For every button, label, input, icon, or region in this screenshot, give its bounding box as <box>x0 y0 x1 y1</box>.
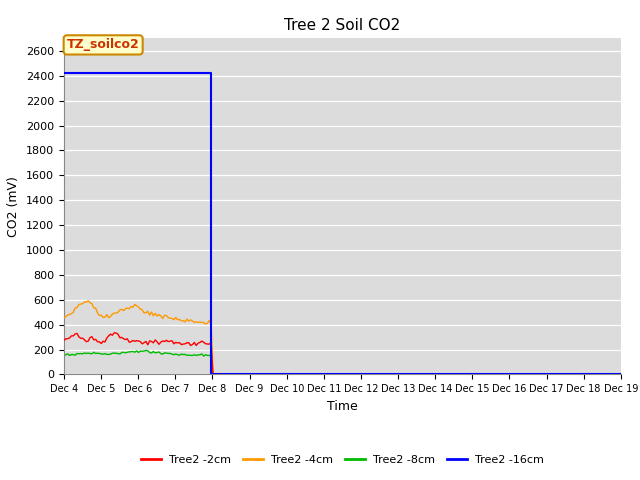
Legend: Tree2 -2cm, Tree2 -4cm, Tree2 -8cm, Tree2 -16cm: Tree2 -2cm, Tree2 -4cm, Tree2 -8cm, Tree… <box>136 451 548 469</box>
Title: Tree 2 Soil CO2: Tree 2 Soil CO2 <box>284 18 401 33</box>
X-axis label: Time: Time <box>327 400 358 413</box>
Text: TZ_soilco2: TZ_soilco2 <box>67 38 140 51</box>
Y-axis label: CO2 (mV): CO2 (mV) <box>8 176 20 237</box>
